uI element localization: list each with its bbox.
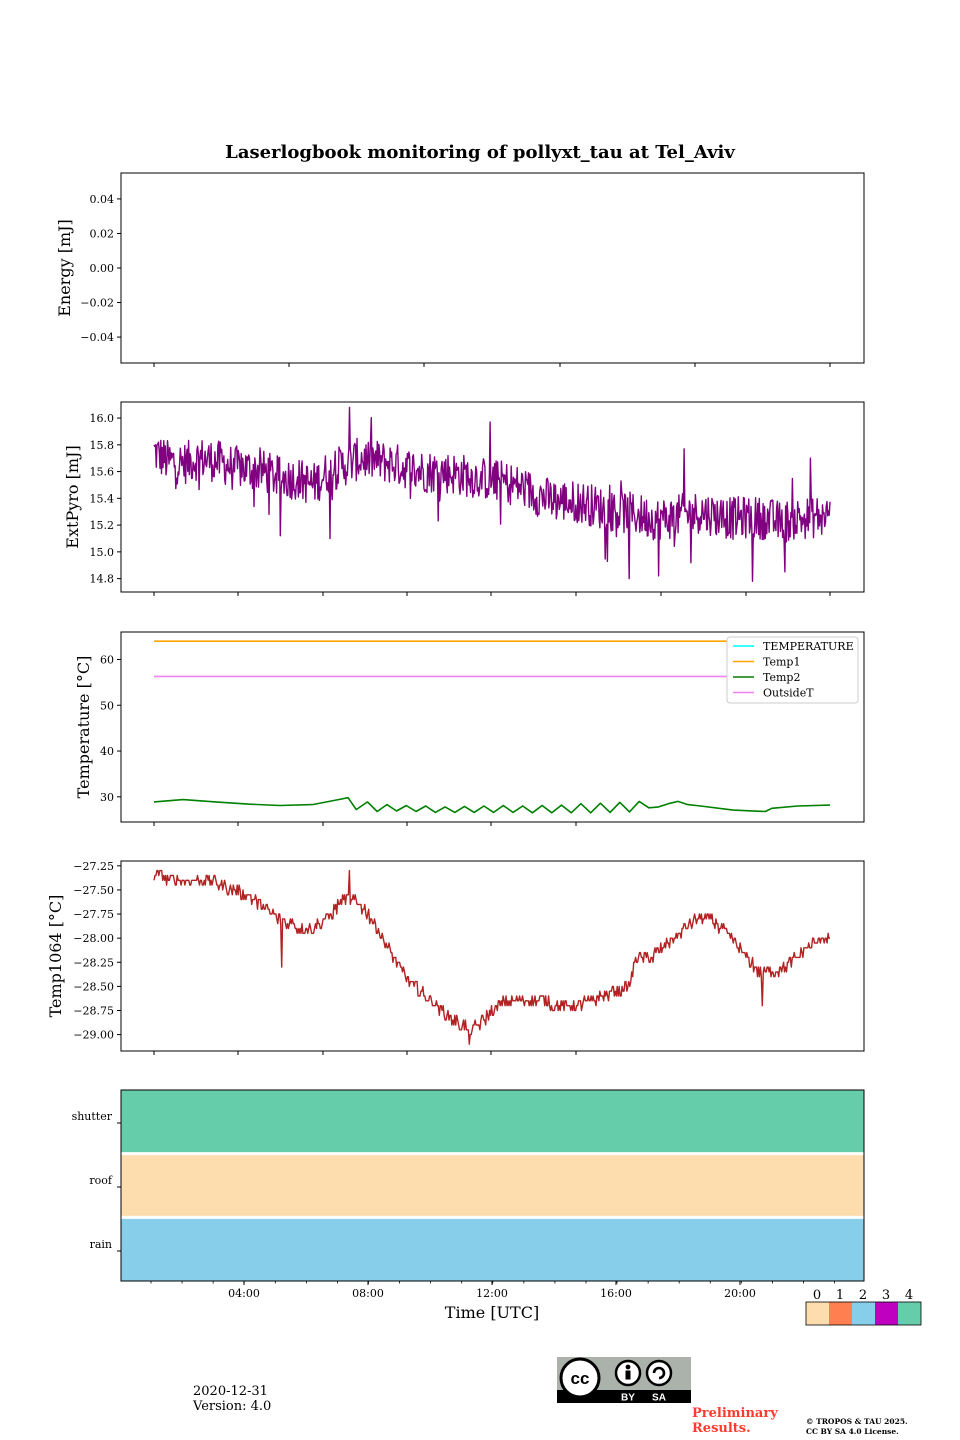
temp1064-y-tick-label: −27.25 [73, 860, 114, 873]
temperature-y-tick-label: 40 [100, 745, 114, 758]
copyright-line-2: CC BY SA 4.0 License. [806, 1427, 899, 1436]
colorbar-frame [805, 1301, 922, 1326]
energy-y-tick-label: 0.04 [90, 193, 115, 206]
colorbar-swatch-1 [829, 1302, 852, 1325]
status-row-shutter [121, 1090, 864, 1154]
date-label: 2020-12-31 [193, 1384, 268, 1399]
cc-sa-label: SA [652, 1393, 666, 1404]
figure-title: Laserlogbook monitoring of pollyxt_tau a… [225, 142, 735, 163]
status-panel: shutter roof rain 04:00 08:00 12:00 16:00 20:00 [72, 1089, 865, 1300]
status-row-roof [121, 1153, 864, 1218]
extpyro-y-tick-label: 16.0 [90, 412, 115, 425]
energy-y-tick-label: 0.02 [90, 227, 115, 240]
energy-y-tick-label: −0.04 [80, 331, 114, 344]
temp1064-y-tick-label: −27.50 [73, 884, 114, 897]
colorbar-swatch-4 [898, 1302, 921, 1325]
status-label-rain: rain [90, 1238, 112, 1251]
colorbar-tick-label: 2 [859, 1288, 867, 1303]
status-label-roof: roof [89, 1174, 113, 1187]
extpyro-series-line [153, 406, 831, 582]
extpyro-y-tick-label: 15.2 [90, 519, 115, 532]
copyright-line-1: © TROPOS & TAU 2025. [806, 1417, 908, 1426]
temperature-panel: 60 50 40 30 Temperature [°C] TEMPERATURE Temp1… [74, 631, 865, 826]
extpyro-y-axis-label: ExtPyro [mJ] [63, 445, 82, 548]
preliminary-line-1: Preliminary [692, 1406, 778, 1421]
energy-y-tick-label: −0.02 [80, 297, 114, 310]
colorbar-swatch-2 [852, 1302, 875, 1325]
status-row-rain [121, 1217, 864, 1281]
cc-by-sa-icon: cc BY SA [557, 1357, 691, 1404]
status-x-tick-label: 12:00 [476, 1287, 508, 1300]
temp1064-y-tick-label: −28.25 [73, 956, 114, 969]
cc-by-label: BY [621, 1393, 635, 1404]
status-x-tick-label: 08:00 [352, 1287, 384, 1300]
copyright-note: © TROPOS & TAU 2025. CC BY SA 4.0 Licens… [806, 1417, 908, 1437]
temp1064-panel: −27.25 −27.50 −27.75 −28.00 −28.25 −28.50 −28.… [46, 860, 865, 1055]
status-x-tick-label: 04:00 [228, 1287, 260, 1300]
temp1064-y-tick-label: −28.50 [73, 980, 114, 993]
temp1064-axes-frame [120, 860, 865, 1052]
extpyro-axes-frame [120, 401, 865, 593]
footer-info: 2020-12-31 Version: 4.0 [193, 1384, 271, 1414]
energy-axes-frame [120, 172, 865, 364]
extpyro-panel: 16.0 15.8 15.6 15.4 15.2 15.0 14.8 ExtPyro [mJ] [63, 401, 865, 596]
temp1064-y-tick-label: −29.00 [73, 1029, 114, 1042]
colorbar-swatch-0 [806, 1302, 829, 1325]
status-x-tick-label: 16:00 [600, 1287, 632, 1300]
temperature-y-axis-label: Temperature [°C] [74, 656, 93, 799]
extpyro-y-tick-label: 15.4 [90, 492, 115, 505]
temperature-legend: TEMPERATURE Temp1 Temp2 OutsideT [726, 636, 859, 704]
energy-y-axis-label: Energy [mJ] [55, 219, 74, 317]
temp1064-y-axis-label: Temp1064 [°C] [46, 895, 65, 1018]
x-axis-label: Time [UTC] [445, 1303, 539, 1322]
extpyro-y-tick-label: 14.8 [90, 573, 115, 586]
temperature-axes-frame [120, 631, 865, 823]
colorbar-tick-label: 0 [813, 1288, 821, 1303]
legend-label: TEMPERATURE [763, 640, 854, 653]
colorbar-swatch-3 [875, 1302, 898, 1325]
legend-label: OutsideT [763, 687, 814, 700]
status-label-shutter: shutter [72, 1110, 113, 1123]
legend-frame [726, 636, 859, 704]
colorbar-tick-label: 1 [836, 1288, 844, 1303]
version-label: Version: 4.0 [193, 1399, 272, 1414]
temp1064-y-tick-label: −27.75 [73, 908, 114, 921]
legend-label: Temp1 [763, 656, 800, 669]
temperature-y-tick-label: 30 [100, 791, 114, 804]
preliminary-note: Preliminary Results. [692, 1406, 778, 1436]
energy-panel: 0.04 0.02 0.00 −0.02 −0.04 Energy [mJ] [55, 172, 865, 367]
temperature-y-tick-label: 60 [100, 653, 114, 666]
temp1064-y-tick-label: −28.00 [73, 932, 114, 945]
extpyro-y-tick-label: 15.8 [90, 439, 115, 452]
colorbar-tick-label: 3 [882, 1288, 890, 1303]
legend-label: Temp2 [763, 671, 800, 684]
extpyro-y-tick-label: 15.6 [90, 466, 115, 479]
colorbar-tick-label: 4 [905, 1288, 913, 1303]
status-x-tick-label: 20:00 [724, 1287, 756, 1300]
temperature-y-tick-label: 50 [100, 699, 114, 712]
extpyro-y-tick-label: 15.0 [90, 546, 115, 559]
energy-y-tick-label: 0.00 [90, 262, 115, 275]
cc-mark: cc [571, 1369, 590, 1388]
temp1064-y-tick-label: −28.75 [73, 1004, 114, 1017]
temp1064-series-line [153, 869, 830, 1045]
temperature-series-temp2 [153, 796, 831, 814]
preliminary-line-2: Results. [692, 1421, 751, 1436]
